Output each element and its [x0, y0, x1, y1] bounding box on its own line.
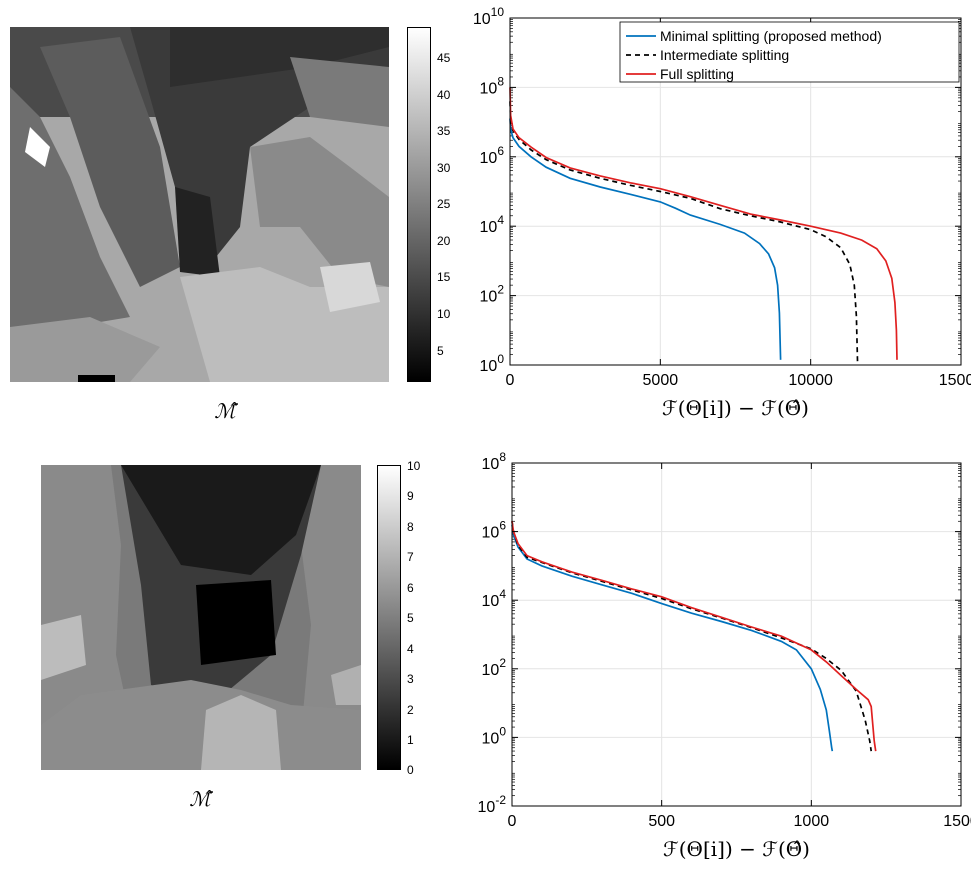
colorbar-tick: 35: [437, 124, 451, 138]
x-tick-label: 1500: [943, 813, 971, 830]
colorbar-tick: 2: [407, 703, 414, 717]
series-line-minimal: [511, 524, 834, 752]
series-line-minimal: [509, 118, 782, 360]
colorbar-tick: 9: [407, 489, 414, 503]
series-line-intermediate: [509, 101, 859, 366]
x-tick-label: 15000: [939, 372, 971, 389]
legend-label: Minimal splitting (proposed method): [660, 28, 882, 44]
colorbar-bottom: [377, 465, 401, 770]
colorbar-tick: 5: [437, 344, 444, 358]
axes-box: [511, 462, 962, 807]
colorbar-tick: 10: [437, 307, 451, 321]
colorbar-tick: 25: [437, 197, 451, 211]
colorbar-tick: 10: [407, 459, 421, 473]
y-tick-label: 1010: [473, 5, 504, 28]
colorbar-tick: 45: [437, 51, 451, 65]
label-map-image-bottom: [41, 465, 361, 770]
y-tick-label: 106: [480, 144, 505, 167]
x-tick-label: 0: [506, 372, 515, 389]
legend-label: Full splitting: [660, 66, 734, 82]
colorbar-tick: 30: [437, 161, 451, 175]
y-tick-label: 102: [482, 656, 507, 679]
y-tick-label: 100: [482, 724, 507, 747]
convergence-chart-top: 0 5000 10000 15000 100 102 104 106 108 1010 ℱ(Θ[i]…: [473, 5, 971, 420]
y-tick-label: 108: [482, 450, 507, 473]
colorbar-tick: 15: [437, 270, 451, 284]
label-map-image-top: [10, 27, 389, 382]
x-axis-label: ℱ(Θ[i]) − ℱ(Θ̂): [663, 837, 810, 861]
colorbar-tick: 5: [407, 611, 414, 625]
x-tick-label: 500: [648, 813, 675, 830]
x-tick-label: 5000: [643, 372, 679, 389]
legend-box: [619, 21, 960, 83]
colorbar-tick: 3: [407, 672, 414, 686]
colorbar-tick: 7: [407, 550, 414, 564]
colorbar-tick: 20: [437, 234, 451, 248]
map-caption-bottom: ℳ̂: [189, 787, 211, 811]
colorbar-tick: 40: [437, 88, 451, 102]
y-tick-label: 102: [480, 283, 505, 306]
y-tick-label: 108: [480, 74, 505, 97]
y-tick-label: 106: [482, 519, 507, 542]
colorbar-tick: 6: [407, 581, 414, 595]
x-tick-label: 10000: [788, 372, 833, 389]
series-line-full: [509, 87, 898, 360]
colorbar-top: [407, 27, 431, 382]
legend-label: Intermediate splitting: [660, 47, 789, 63]
x-tick-label: 0: [508, 813, 517, 830]
x-axis-label: ℱ(Θ[i]) − ℱ(Θ̂): [662, 396, 809, 420]
y-tick-label: 104: [480, 213, 505, 236]
colorbar-tick: 1: [407, 733, 414, 747]
colorbar-tick: 4: [407, 642, 414, 656]
series-line-full: [511, 521, 877, 752]
map-caption-top: ℳ̂: [214, 399, 236, 423]
y-tick-label: 10-2: [478, 793, 507, 816]
y-tick-label: 100: [480, 352, 505, 375]
convergence-chart-bottom: 0 500 1000 1500 10-2 100 102 104 106 108 ℱ(Θ[i]) −…: [478, 450, 971, 861]
plot-area: [512, 463, 961, 806]
x-tick-label: 1000: [794, 813, 830, 830]
y-tick-label: 104: [482, 587, 507, 610]
colorbar-tick: 8: [407, 520, 414, 534]
axes-box: [509, 17, 962, 366]
colorbar-tick: 0: [407, 763, 414, 777]
